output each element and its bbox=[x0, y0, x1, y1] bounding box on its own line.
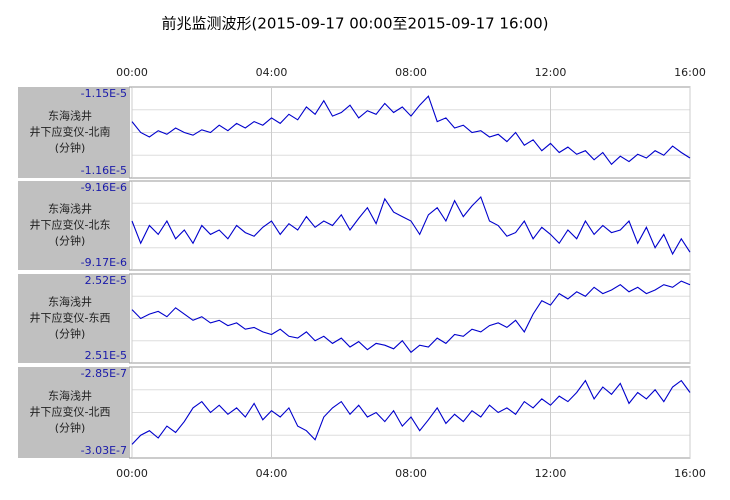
label-box bbox=[18, 274, 130, 363]
chart-title: 前兆监测波形(2015-09-17 00:00至2015-09-17 16:00… bbox=[161, 15, 548, 33]
panel-label: (分钟) bbox=[55, 141, 86, 155]
series-line bbox=[131, 379, 691, 445]
panel-label: 东海浅井 bbox=[48, 202, 92, 216]
panel-label: 东海浅井 bbox=[48, 389, 92, 403]
x-tick-label: 00:00 bbox=[116, 66, 148, 79]
x-tick-label: 04:00 bbox=[256, 467, 288, 480]
y-tick-label: 2.52E-5 bbox=[85, 274, 127, 287]
panel-label: 井下应变仪-北东 bbox=[30, 218, 111, 232]
series-line bbox=[131, 95, 691, 166]
y-tick-label: -3.03E-7 bbox=[81, 444, 127, 457]
panel-label: (分钟) bbox=[55, 327, 86, 341]
x-tick-label: 16:00 bbox=[674, 467, 706, 480]
y-tick-label: -9.17E-6 bbox=[81, 256, 127, 269]
panel-label: (分钟) bbox=[55, 234, 86, 248]
panel-label: 井下应变仪-东西 bbox=[30, 311, 111, 325]
y-tick-label: -9.16E-6 bbox=[81, 181, 127, 194]
panel-label: (分钟) bbox=[55, 421, 86, 435]
y-tick-label: -2.85E-7 bbox=[81, 367, 127, 380]
panel-label: 东海浅井 bbox=[48, 295, 92, 309]
y-tick-label: -1.15E-5 bbox=[81, 87, 127, 100]
y-tick-label: 2.51E-5 bbox=[85, 349, 127, 362]
panel-label: 东海浅井 bbox=[48, 109, 92, 123]
x-tick-label: 12:00 bbox=[535, 467, 567, 480]
x-tick-label: 00:00 bbox=[116, 467, 148, 480]
label-box bbox=[18, 367, 130, 458]
y-tick-label: -1.16E-5 bbox=[81, 164, 127, 177]
x-tick-label: 12:00 bbox=[535, 66, 567, 79]
label-box bbox=[18, 181, 130, 270]
panel-label: 井下应变仪-北南 bbox=[30, 125, 111, 139]
series-line bbox=[131, 280, 691, 354]
x-tick-label: 16:00 bbox=[674, 66, 706, 79]
x-tick-label: 04:00 bbox=[256, 66, 288, 79]
panel-label: 井下应变仪-北西 bbox=[30, 405, 111, 419]
series-line bbox=[131, 195, 691, 256]
x-tick-label: 08:00 bbox=[395, 66, 427, 79]
x-tick-label: 08:00 bbox=[395, 467, 427, 480]
label-box bbox=[18, 87, 130, 178]
